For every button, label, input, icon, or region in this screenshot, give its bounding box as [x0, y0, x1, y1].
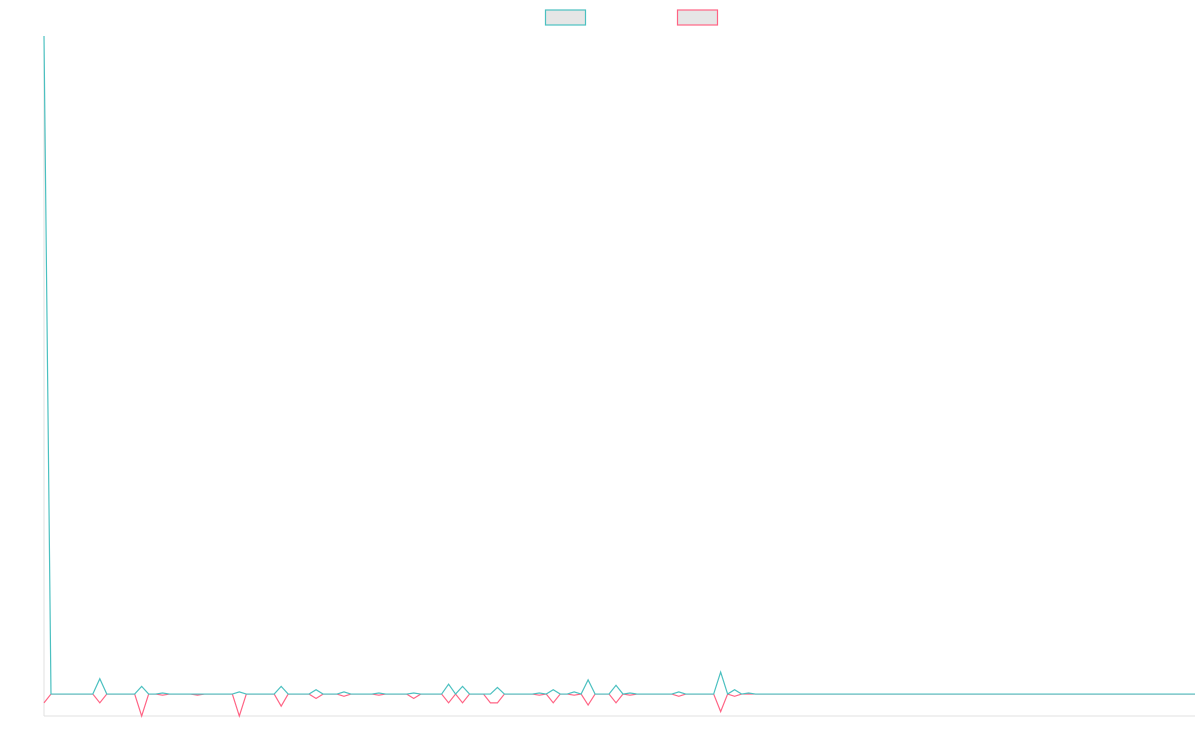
legend-swatch [544, 9, 587, 26]
series-line [43, 35, 1195, 696]
series-line [43, 693, 1195, 718]
legend-swatch [676, 9, 719, 26]
